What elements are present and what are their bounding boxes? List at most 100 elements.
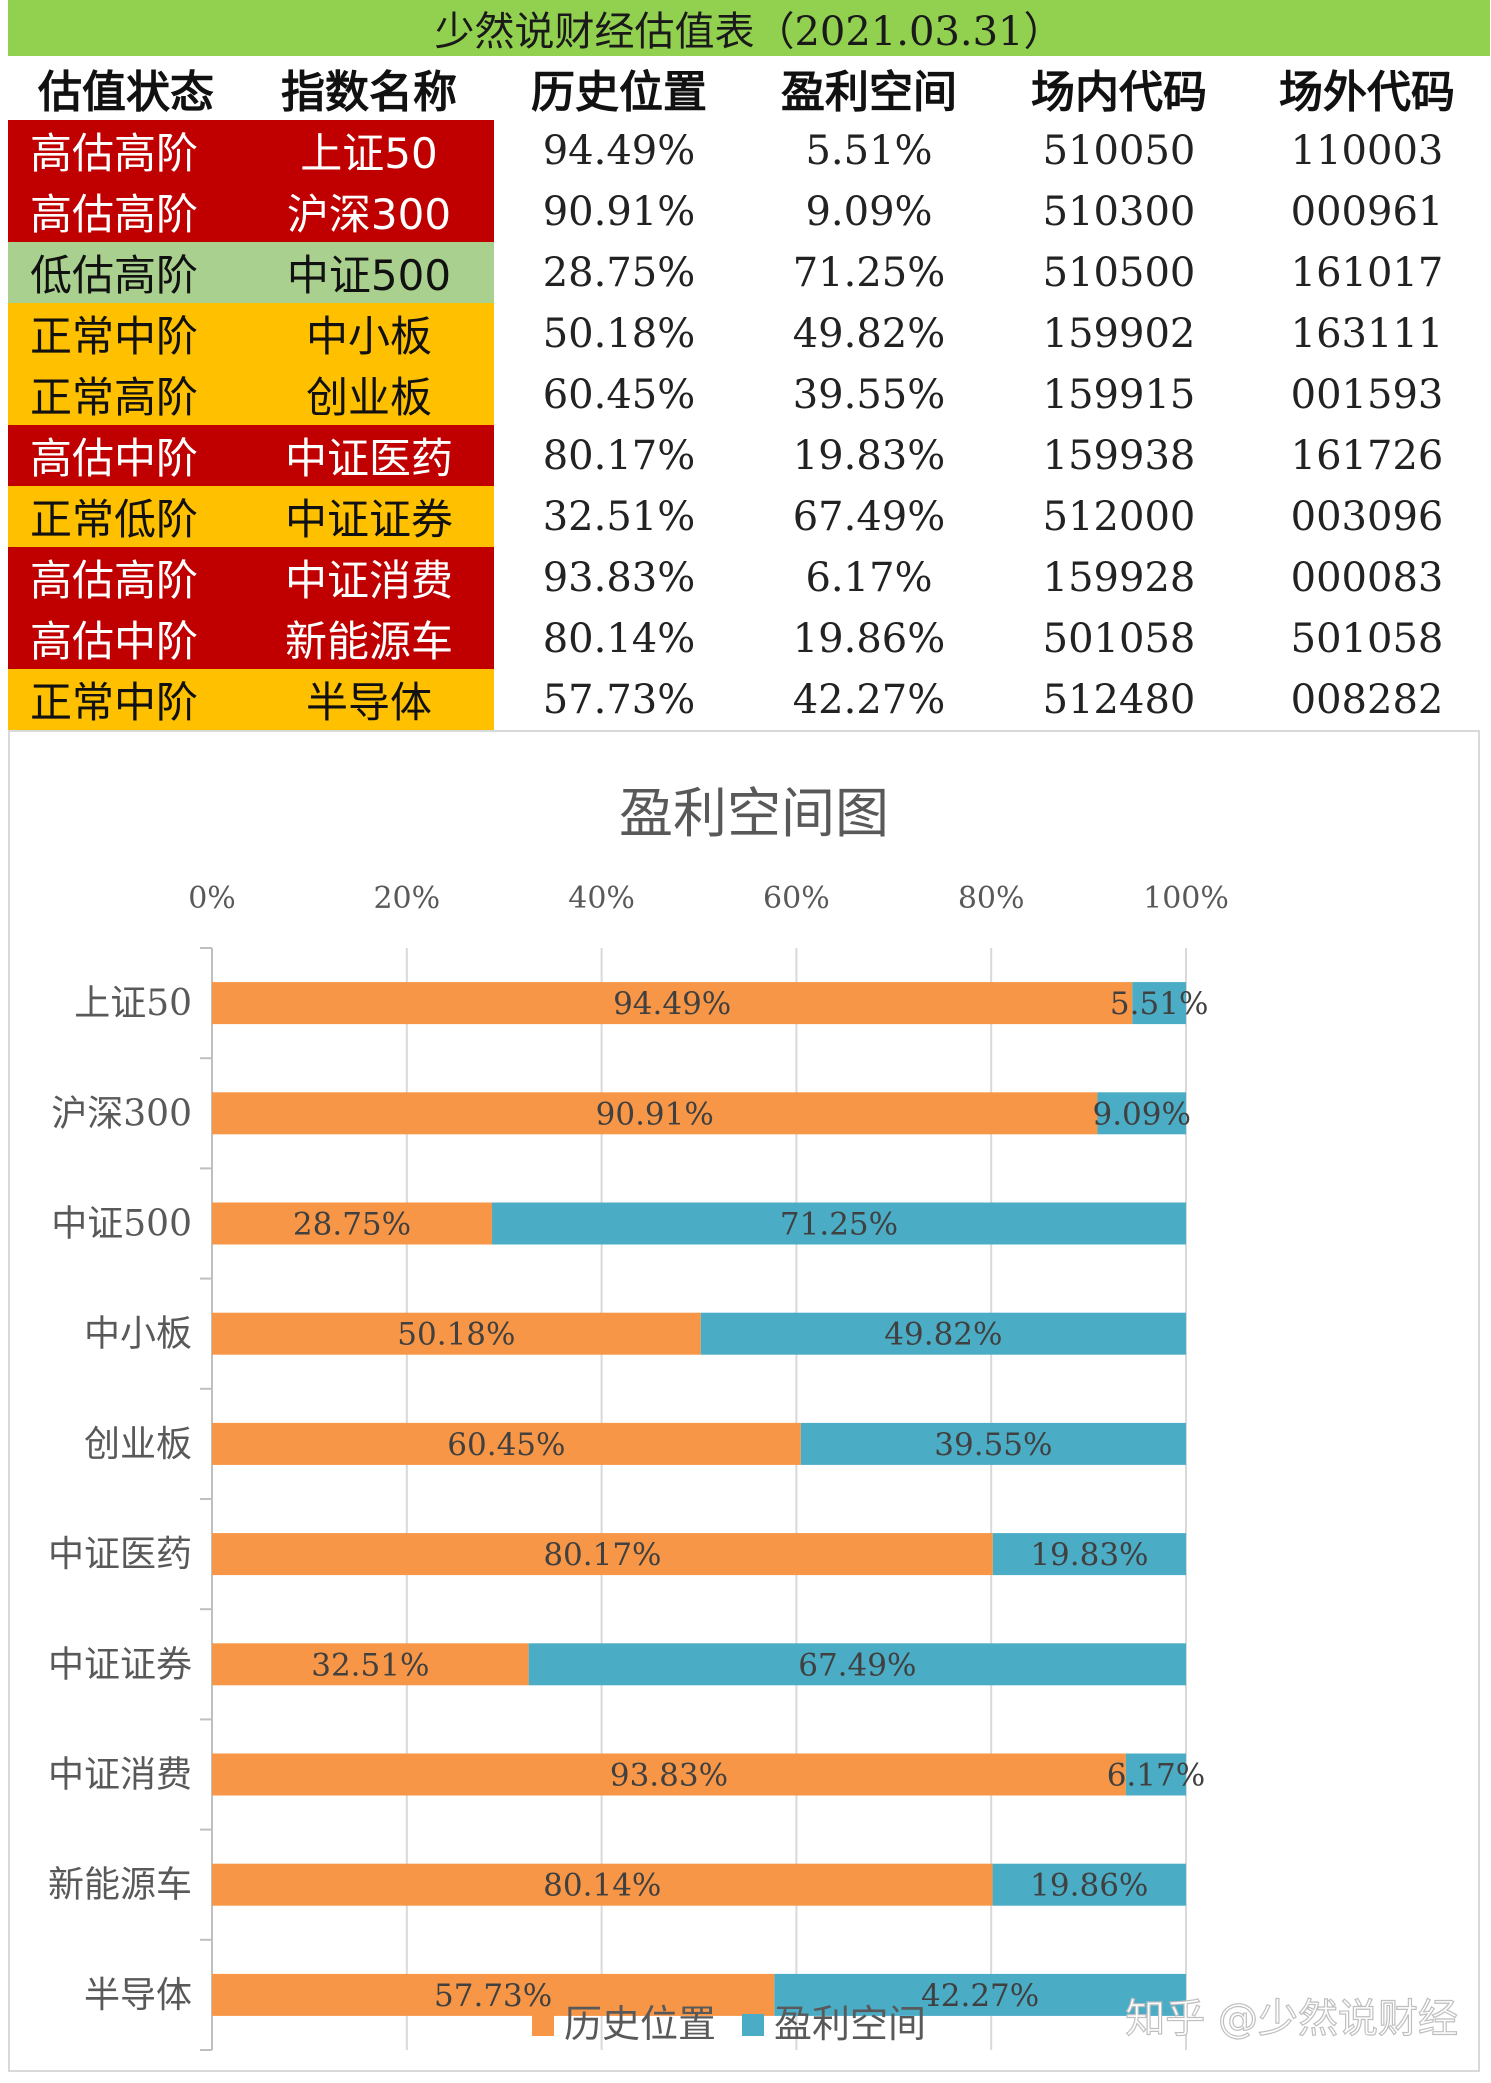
- bar-history-position: [212, 1643, 529, 1686]
- valuation-table: 估值状态 指数名称 历史位置 盈利空间 场内代码 场外代码 高估高阶 上证50 94…: [8, 56, 1490, 791]
- bar-history-position: [212, 1092, 1098, 1135]
- table-body: 高估高阶 上证50 94.49% 5.51% 510050 110003 高估高阶 沪深300…: [8, 120, 1490, 791]
- index-name-cell: 半导体: [244, 669, 494, 730]
- data-label: 19.83%: [1030, 1537, 1148, 1573]
- onsite-code-cell: 510500: [1042, 249, 1196, 296]
- index-name-cell: 中证医药: [244, 425, 494, 486]
- profit-space-cell: 42.27%: [792, 676, 946, 723]
- column-header: 历史位置: [531, 67, 707, 118]
- bar-history-position: [212, 1973, 775, 2016]
- bar-history-position: [212, 1863, 993, 1906]
- onsite-code-cell: 510050: [1042, 127, 1196, 174]
- offsite-code-cell: 501058: [1290, 615, 1444, 662]
- data-label: 94.49%: [613, 986, 731, 1022]
- y-category-label: 沪深300: [51, 1093, 192, 1134]
- column-header: 场外代码: [1279, 67, 1455, 118]
- table-header-row: 估值状态 指数名称 历史位置 盈利空间 场内代码 场外代码: [8, 56, 1490, 120]
- data-label: 80.14%: [543, 1868, 661, 1904]
- onsite-code-cell: 510300: [1042, 188, 1196, 235]
- table-row: 高估高阶 沪深300 90.91% 9.09% 510300 000961: [8, 181, 1490, 242]
- y-category-label: 中证消费: [48, 1755, 192, 1796]
- column-header: 指数名称: [281, 67, 457, 118]
- valuation-status-cell: 高估高阶: [8, 120, 244, 181]
- history-position-cell: 94.49%: [542, 127, 696, 174]
- bar-profit-space: [528, 1643, 1186, 1686]
- profit-space-cell: 49.82%: [792, 310, 946, 357]
- index-name-cell: 中证证券: [244, 486, 494, 547]
- onsite-code-cell: 159938: [1042, 432, 1196, 479]
- offsite-code-cell: 161017: [1290, 249, 1444, 296]
- offsite-code-cell: 000961: [1290, 188, 1444, 235]
- history-position-cell: 80.17%: [542, 432, 696, 479]
- index-name-cell: 上证50: [244, 120, 494, 181]
- valuation-status-cell: 高估高阶: [8, 547, 244, 608]
- profit-space-cell: 19.83%: [792, 432, 946, 479]
- profit-space-cell: 19.86%: [792, 615, 946, 662]
- legend-label: 历史位置: [564, 2002, 716, 2046]
- offsite-code-cell: 001593: [1290, 371, 1444, 418]
- index-name-cell: 中证消费: [244, 547, 494, 608]
- y-category-label: 中证证券: [48, 1644, 192, 1685]
- offsite-code-cell: 000083: [1290, 554, 1444, 601]
- offsite-code-cell: 008282: [1290, 676, 1444, 723]
- x-tick-label: 60%: [763, 881, 830, 916]
- x-tick-label: 40%: [568, 881, 635, 916]
- offsite-code-cell: 003096: [1290, 493, 1444, 540]
- history-position-cell: 80.14%: [542, 615, 696, 662]
- table-row: 正常低阶 中证证券 32.51% 67.49% 512000 003096: [8, 486, 1490, 547]
- onsite-code-cell: 501058: [1042, 615, 1196, 662]
- offsite-code-cell: 161726: [1290, 432, 1444, 479]
- profit-space-chart: 盈利空间图 0% 20% 40% 60% 80% 100% 上证50 94.49% 5.51% 沪深…: [48, 782, 1459, 2051]
- bar-profit-space: [492, 1202, 1186, 1245]
- y-category-label: 中小板: [84, 1314, 192, 1355]
- valuation-status-cell: 高估中阶: [8, 425, 244, 486]
- legend-swatch: [532, 2014, 554, 2036]
- history-position-cell: 57.73%: [542, 676, 696, 723]
- history-position-cell: 50.18%: [542, 310, 696, 357]
- column-header: 盈利空间: [781, 67, 957, 118]
- profit-space-cell: 6.17%: [805, 554, 933, 601]
- y-category-label: 创业板: [84, 1424, 192, 1465]
- data-label: 71.25%: [780, 1207, 898, 1243]
- history-position-cell: 32.51%: [542, 493, 696, 540]
- bar-history-position: [212, 1753, 1126, 1796]
- page-title: 少然说财经估值表（2021.03.31）: [434, 9, 1064, 55]
- y-category-label: 新能源车: [48, 1865, 192, 1906]
- x-tick-label: 0%: [188, 881, 236, 916]
- watermark-text: 知乎 @少然说财经: [1125, 1996, 1458, 2042]
- table-row: 高估中阶 新能源车 80.14% 19.86% 501058 501058: [8, 608, 1490, 669]
- bar-profit-space: [1097, 1092, 1186, 1135]
- profit-space-cell: 39.55%: [792, 371, 946, 418]
- profit-space-cell: 9.09%: [805, 188, 933, 235]
- bar-profit-space: [774, 1973, 1186, 2016]
- data-label: 50.18%: [397, 1317, 515, 1353]
- index-name-cell: 沪深300: [244, 181, 494, 242]
- table-row: 低估高阶 中证500 28.75% 71.25% 510500 161017: [8, 242, 1490, 303]
- index-name-cell: 创业板: [244, 364, 494, 425]
- valuation-status-cell: 高估中阶: [8, 608, 244, 669]
- data-label: 49.82%: [884, 1317, 1002, 1353]
- history-position-cell: 60.45%: [542, 371, 696, 418]
- column-header: 场内代码: [1031, 67, 1207, 118]
- valuation-status-cell: 正常中阶: [8, 303, 244, 364]
- bar-history-position: [212, 982, 1133, 1025]
- table-row: 高估中阶 中证医药 80.17% 19.83% 159938 161726: [8, 425, 1490, 486]
- data-label: 80.17%: [543, 1537, 661, 1573]
- chart-title: 盈利空间图: [619, 782, 889, 845]
- bar-history-position: [212, 1202, 493, 1245]
- data-label: 60.45%: [447, 1427, 565, 1463]
- x-tick-label: 100%: [1143, 881, 1229, 916]
- data-label: 32.51%: [311, 1647, 429, 1683]
- table-row: 正常高阶 创业板 60.45% 39.55% 159915 001593: [8, 364, 1490, 425]
- column-header: 估值状态: [38, 67, 214, 118]
- y-category-label: 中证医药: [48, 1534, 192, 1575]
- table-row: 高估高阶 上证50 94.49% 5.51% 510050 110003: [8, 120, 1490, 181]
- data-label: 6.17%: [1107, 1758, 1205, 1794]
- bar-profit-space: [992, 1863, 1186, 1906]
- index-name-cell: 中证500: [244, 242, 494, 303]
- legend-swatch: [742, 2014, 764, 2036]
- y-category-label: 半导体: [84, 1975, 192, 2016]
- data-label: 93.83%: [610, 1758, 728, 1794]
- data-label: 28.75%: [293, 1207, 411, 1243]
- bar-profit-space: [800, 1422, 1186, 1465]
